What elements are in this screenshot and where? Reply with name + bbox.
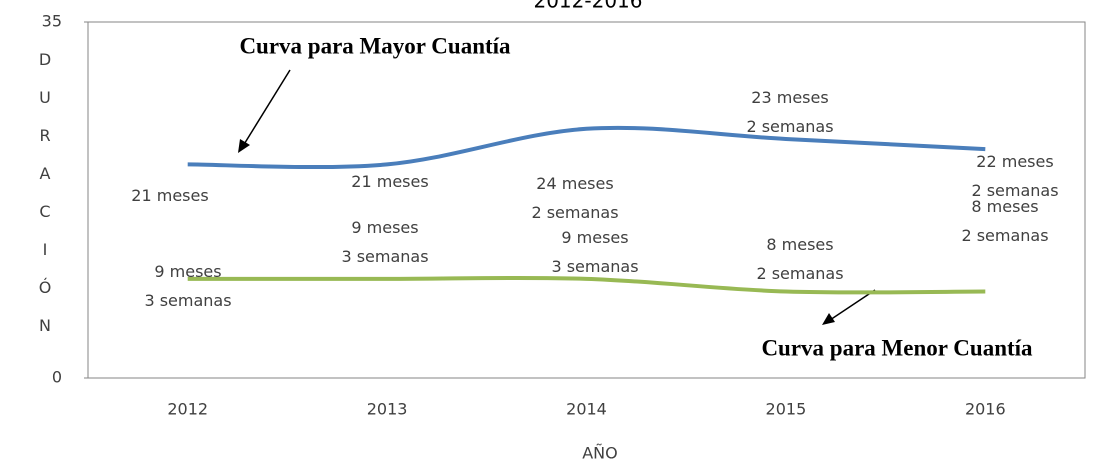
data-label-line: 2 semanas — [746, 117, 833, 136]
data-label-line: 2 semanas — [961, 226, 1048, 245]
data-label: 8 meses 2 semanas — [756, 235, 843, 283]
data-label-line: 2 semanas — [531, 203, 618, 222]
data-label: 22 meses 2 semanas — [971, 152, 1058, 200]
data-label: 8 meses 2 semanas — [961, 197, 1048, 245]
y-axis-letter: R — [39, 126, 50, 145]
data-label-line: 3 semanas — [341, 247, 428, 266]
legend-annotation: Curva para Menor Cuantía — [761, 335, 1033, 360]
chart-title: 2012-2016 — [533, 0, 642, 13]
series-line — [187, 125, 986, 170]
data-label-line: 2 semanas — [756, 264, 843, 283]
data-label: 23 meses 2 semanas — [746, 88, 833, 136]
data-label-line: 9 meses — [154, 262, 221, 281]
data-label-line: 21 meses — [351, 172, 428, 191]
y-axis-letter: D — [39, 50, 51, 69]
y-axis-letter: C — [39, 202, 50, 221]
data-label: 9 meses 3 semanas — [551, 228, 638, 276]
x-tick-label: 2013 — [367, 400, 408, 419]
arrow — [829, 289, 876, 321]
y-axis-letter: A — [40, 164, 51, 183]
data-label-line: 8 meses — [766, 235, 833, 254]
data-label: 21 meses — [351, 172, 428, 191]
data-label-line: 2 semanas — [971, 181, 1058, 200]
data-label-line: 21 meses — [131, 186, 208, 205]
data-label: 9 meses 3 semanas — [144, 262, 231, 310]
data-label-line: 3 semanas — [551, 257, 638, 276]
data-label-line: 22 meses — [976, 152, 1053, 171]
x-axis-label: AÑO — [582, 444, 618, 463]
arrow — [242, 69, 291, 147]
data-label: 9 meses 3 semanas — [341, 218, 428, 266]
x-tick-label: 2014 — [566, 400, 607, 419]
x-tick-label: 2016 — [965, 400, 1006, 419]
arrowhead — [238, 139, 250, 153]
y-axis-letter: U — [39, 88, 51, 107]
data-label: 24 meses 2 semanas — [531, 174, 618, 222]
plot-frame — [87, 21, 1086, 379]
series-line — [187, 275, 986, 295]
legend-annotation: Curva para Mayor Cuantía — [239, 33, 511, 58]
y-tick-label: 0 — [52, 368, 62, 387]
y-tick-label: 35 — [42, 12, 62, 31]
data-label: 21 meses — [131, 186, 208, 205]
data-label-line: 3 semanas — [144, 291, 231, 310]
y-axis-letter: N — [39, 316, 51, 335]
x-tick-label: 2015 — [766, 400, 807, 419]
data-label-line: 9 meses — [561, 228, 628, 247]
data-label-line: 8 meses — [971, 197, 1038, 216]
x-tick-label: 2012 — [167, 400, 208, 419]
data-label-line: 24 meses — [536, 174, 613, 193]
arrowhead — [822, 313, 835, 325]
y-axis-letter: I — [43, 240, 48, 259]
data-label-line: 23 meses — [751, 88, 828, 107]
y-axis-letter: Ó — [39, 278, 52, 297]
data-label-line: 9 meses — [351, 218, 418, 237]
